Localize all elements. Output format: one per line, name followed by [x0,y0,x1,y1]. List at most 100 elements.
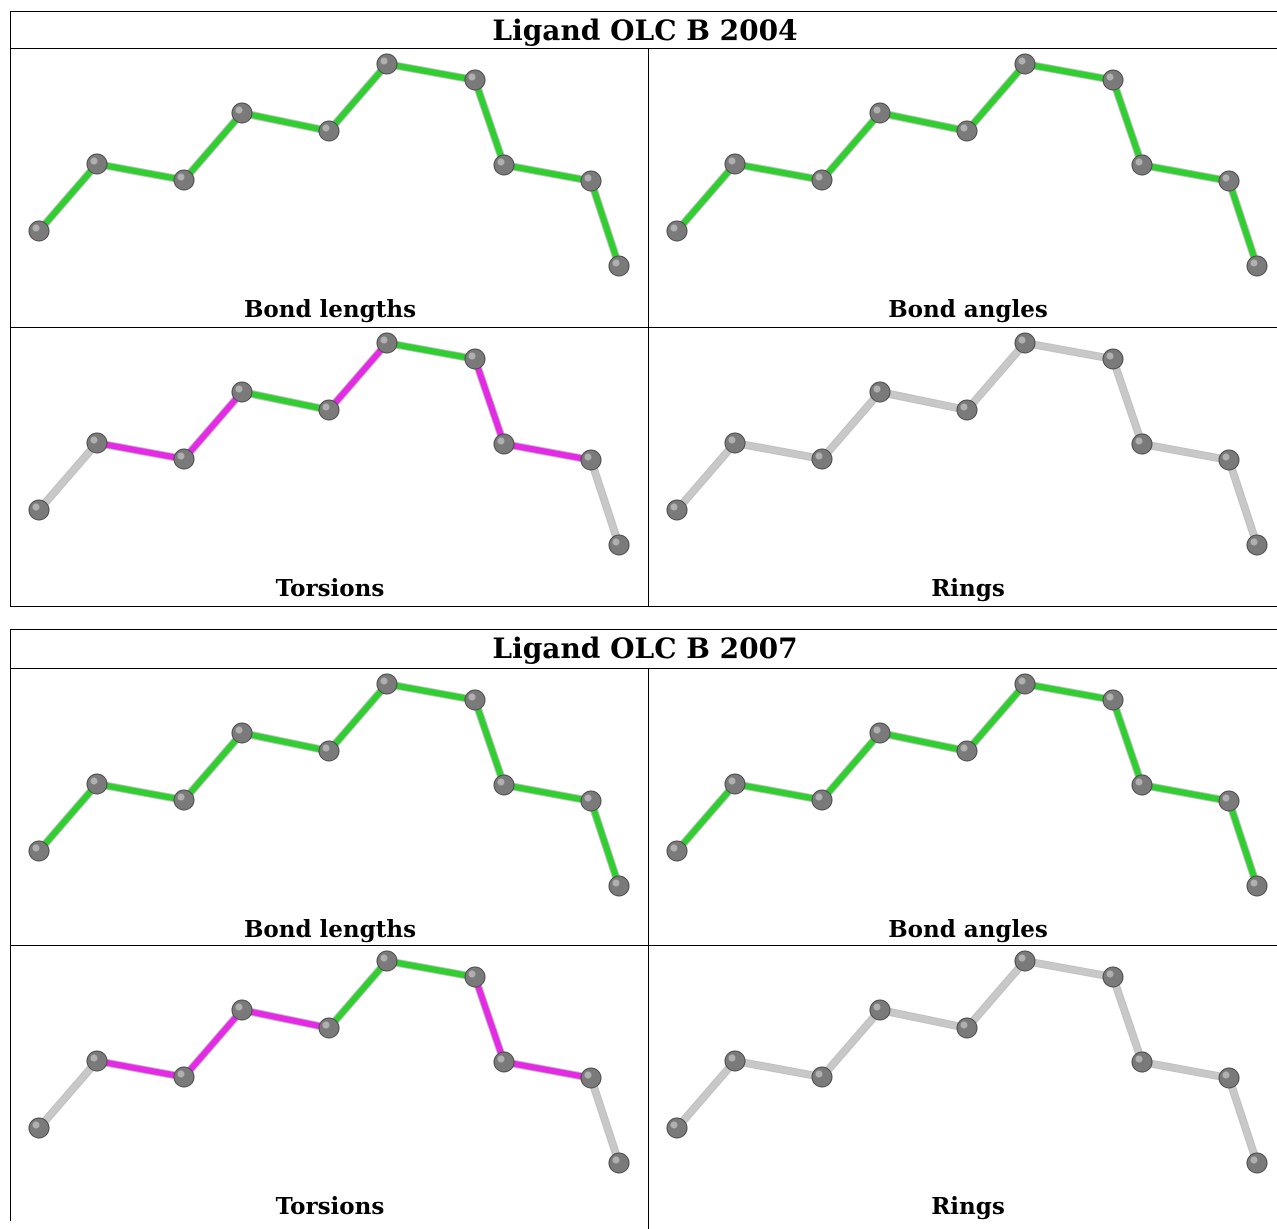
atom [464,69,486,91]
atom-highlight [1106,352,1114,360]
atom [666,840,688,862]
atom-highlight [1250,879,1258,887]
atom [580,790,602,812]
atom-highlight [1135,437,1143,445]
atom-highlight [468,73,476,81]
bond [588,1075,622,1166]
bond [239,730,332,754]
atom-highlight [1135,158,1143,166]
atom [231,999,253,1021]
atom [231,102,253,124]
block-title: Ligand OLC B 2004 [492,14,798,47]
bond [94,440,187,462]
block-bottom [11,606,1277,607]
atom-highlight [1106,970,1114,978]
atom-highlight [497,1055,505,1063]
atom-highlight [497,158,505,166]
atom-highlight [1106,73,1114,81]
atom [811,448,833,470]
bond [732,1058,825,1080]
ligand-block-1: Ligand OLC B 2004 Bond lengths Bond angl… [10,11,1277,607]
atom-highlight [1250,538,1258,546]
bond [326,340,390,413]
bond [877,110,970,134]
atom [956,120,978,142]
panel-caption: Bond lengths [243,916,417,943]
bond [326,681,390,754]
title-divider [11,48,1277,49]
atom [1014,332,1036,354]
atom-highlight [497,778,505,786]
bond [326,958,390,1031]
atom-highlight [612,259,620,267]
bond [732,781,825,803]
atom [869,102,891,124]
atom-highlight [960,744,968,752]
atom [1246,1152,1268,1174]
atom [1246,875,1268,897]
atom-highlight [177,1070,185,1078]
bond [36,440,100,513]
bond [877,1007,970,1031]
molecule-diagram [28,950,630,1174]
panel-caption: Torsions [275,575,385,602]
atom-highlight [1222,453,1230,461]
atom [1102,348,1124,370]
bond [1110,356,1145,447]
atom-highlight [1106,693,1114,701]
bond [472,77,507,168]
atom [869,722,891,744]
atom-highlight [32,1121,40,1129]
atom [666,220,688,242]
bond [964,340,1028,413]
bond [819,1007,883,1080]
bond [384,61,478,83]
atom-highlight [670,1121,678,1129]
molecule-diagram [666,673,1268,897]
atom-highlight [235,385,243,393]
atom-highlight [1018,954,1026,962]
bond [1110,974,1145,1065]
bond [674,1058,738,1131]
atom [1218,790,1240,812]
atom [608,1152,630,1174]
bond [674,440,738,513]
atom [318,399,340,421]
atom-highlight [873,1003,881,1011]
atom [1014,950,1036,972]
atom [1102,689,1124,711]
bond [877,730,970,754]
row-divider [11,945,1277,946]
bond [36,781,100,854]
bond [1139,162,1232,184]
atom [1102,966,1124,988]
column-divider [648,669,649,1229]
atom [173,169,195,191]
bond [239,110,332,134]
bond [181,1007,245,1080]
atom [464,689,486,711]
atom [580,170,602,192]
bond [36,1058,100,1131]
atom [956,1017,978,1039]
atom-highlight [1135,778,1143,786]
atom-highlight [728,777,736,785]
atom-highlight [670,844,678,852]
atom [493,154,515,176]
atom-highlight [960,124,968,132]
atom-highlight [584,1071,592,1079]
ligand-block-2: Ligand OLC B 2007 Bond lengths Bond angl… [10,629,1277,1229]
atom-highlight [960,1021,968,1029]
atom [1014,53,1036,75]
panel-bond-angles: Bond angles [649,669,1277,947]
panel-caption: Bond lengths [243,296,417,323]
bond [1226,178,1260,269]
bond [239,389,332,413]
atom [724,432,746,454]
atom-highlight [960,403,968,411]
bond [1139,1059,1232,1081]
atom [493,774,515,796]
atom-highlight [380,336,388,344]
bond [674,161,738,234]
atom-highlight [32,224,40,232]
